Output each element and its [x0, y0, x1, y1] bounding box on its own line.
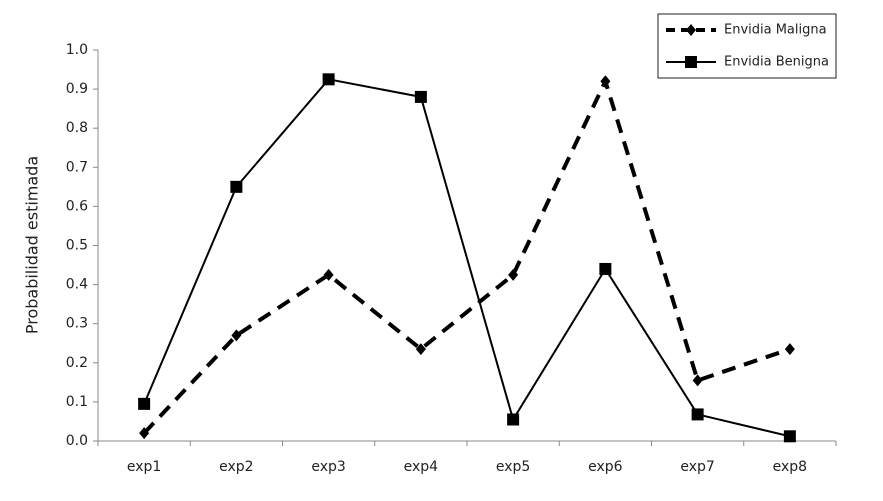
marker: [783, 430, 796, 443]
x-tick-label: exp7: [680, 459, 714, 475]
marker: [415, 343, 426, 356]
y-tick-label: 0.5: [66, 238, 88, 254]
marker: [231, 329, 242, 342]
marker: [139, 427, 150, 440]
series-line: [142, 75, 791, 435]
marker: [600, 75, 611, 88]
legend-label: Envidia Maligna: [724, 23, 827, 38]
x-tick-label: exp5: [496, 459, 530, 475]
y-tick-label: 0.0: [66, 433, 88, 449]
marker: [692, 374, 703, 387]
series-line: [143, 78, 791, 438]
y-tick-label: 0.3: [66, 316, 88, 332]
x-tick-label: exp3: [311, 459, 345, 475]
marker: [507, 413, 520, 426]
x-tick-label: exp2: [219, 459, 253, 475]
x-tick-label: exp8: [773, 459, 807, 475]
legend-marker: [685, 56, 697, 68]
marker: [508, 268, 519, 281]
y-axis-label: Probabilidad estimada: [23, 156, 42, 334]
marker: [784, 343, 795, 356]
marker: [599, 262, 612, 275]
y-tick-label: 0.1: [66, 394, 88, 410]
marker: [323, 268, 334, 281]
y-tick-label: 0.2: [66, 355, 88, 371]
legend-label: Envidia Benigna: [724, 55, 829, 70]
y-tick-label: 1.0: [66, 42, 88, 58]
x-tick-label: exp4: [404, 459, 439, 475]
marker: [691, 408, 704, 421]
legend-marker: [686, 24, 696, 36]
y-tick-label: 0.7: [66, 159, 88, 175]
y-tick-label: 0.4: [66, 277, 88, 293]
marker: [322, 73, 335, 86]
marker: [230, 180, 243, 193]
x-tick-label: exp1: [127, 459, 161, 475]
y-tick-label: 0.8: [66, 120, 88, 136]
x-tick-label: exp6: [588, 459, 623, 475]
y-tick-label: 0.9: [66, 81, 88, 97]
y-tick-label: 0.6: [66, 198, 88, 214]
marker: [414, 90, 427, 103]
marker: [138, 397, 151, 410]
